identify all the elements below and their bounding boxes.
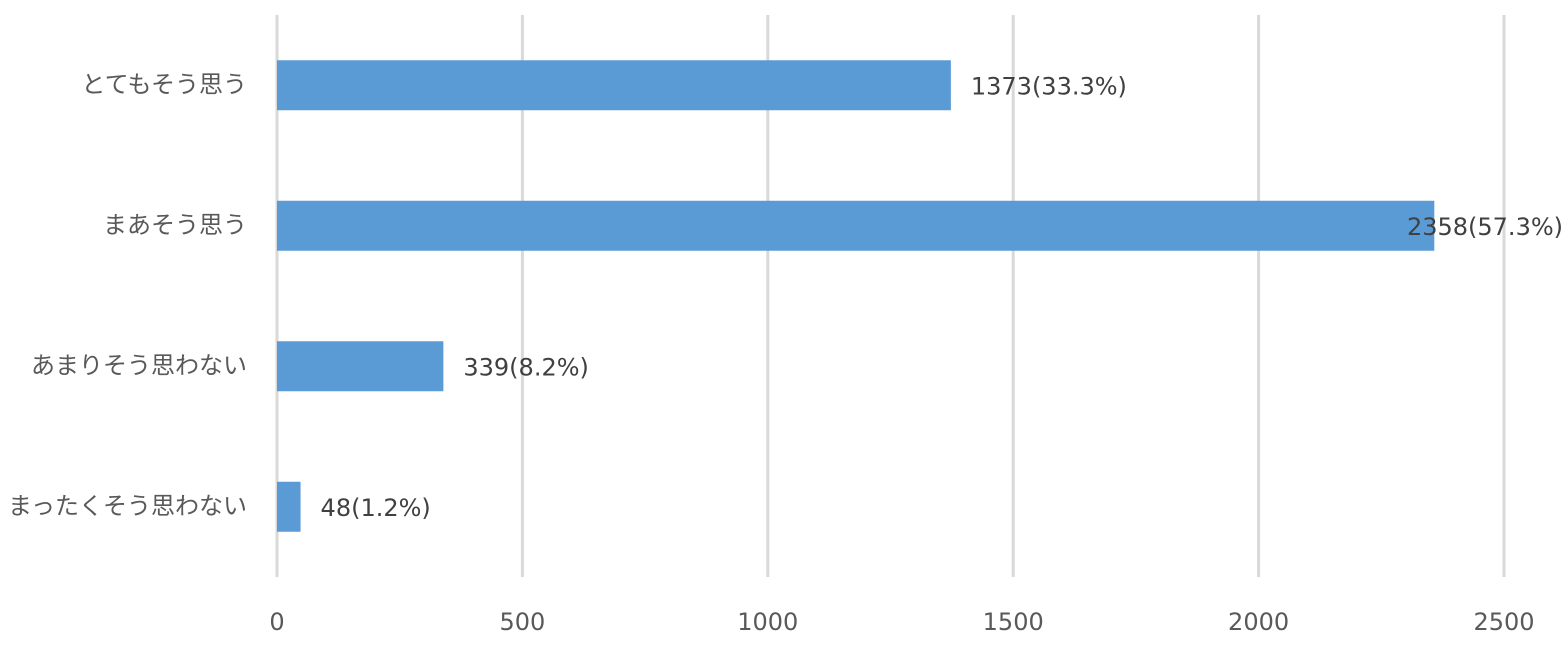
x-tick-label: 0 <box>269 608 284 636</box>
bar <box>277 341 444 392</box>
x-tick-label: 2500 <box>1473 608 1534 636</box>
value-label: 339(8.2%) <box>463 353 589 381</box>
x-tick-label: 2000 <box>1228 608 1289 636</box>
value-label: 2358(57.3%) <box>1407 213 1563 241</box>
y-tick-label: とてもそう思う <box>81 70 247 98</box>
x-tick-label: 1000 <box>737 608 798 636</box>
y-tick-label: まったくそう思わない <box>8 492 247 520</box>
bar <box>277 60 951 111</box>
y-tick-label: あまりそう思わない <box>31 351 247 379</box>
bar <box>277 200 1435 251</box>
x-tick-label: 1500 <box>983 608 1044 636</box>
value-label: 48(1.2%) <box>321 494 431 522</box>
bar <box>277 481 301 532</box>
x-tick-label: 500 <box>499 608 545 636</box>
value-label: 1373(33.3%) <box>971 72 1127 100</box>
y-tick-label: まあそう思う <box>103 211 247 239</box>
